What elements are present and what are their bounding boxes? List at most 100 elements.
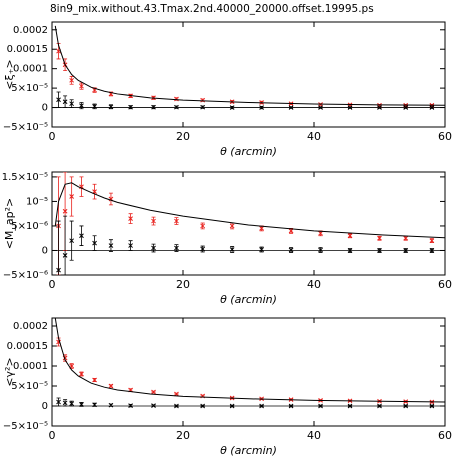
point xyxy=(128,216,133,221)
x-tick-label: 0 xyxy=(49,278,56,291)
y-tick-label: 5×10⁻⁶ xyxy=(11,221,48,232)
point xyxy=(56,399,61,405)
x-tick-label: 20 xyxy=(176,278,190,291)
y-tick-label: −5×10⁻⁶ xyxy=(3,270,48,281)
y-tick-label: 10⁻⁵ xyxy=(26,196,48,207)
point xyxy=(92,104,97,109)
x-tick-label: 0 xyxy=(49,130,56,143)
point xyxy=(259,105,264,110)
point xyxy=(174,218,179,224)
plot-frame xyxy=(51,171,446,276)
point xyxy=(229,247,235,252)
point xyxy=(108,243,114,248)
point xyxy=(229,403,235,409)
point xyxy=(56,267,61,273)
y-tick-label: 5×10⁻⁵ xyxy=(11,381,48,392)
point xyxy=(288,105,294,110)
point xyxy=(79,233,84,239)
point xyxy=(403,235,409,241)
x-tick-label: 40 xyxy=(307,130,321,143)
x-tick-label: 20 xyxy=(176,130,190,143)
y-tick-label: 0 xyxy=(42,401,48,412)
point xyxy=(429,248,435,253)
point xyxy=(69,101,75,107)
point xyxy=(200,223,206,229)
y-tick-label: 0 xyxy=(42,103,48,114)
y-axis-label: <ξ₊> xyxy=(3,59,16,89)
x-axis-label: θ (arcmin) xyxy=(220,145,277,158)
point xyxy=(174,245,179,251)
point xyxy=(403,403,409,409)
plot-area xyxy=(54,318,445,409)
point xyxy=(128,243,133,248)
y-tick-label: 0.0001 xyxy=(13,361,48,372)
point xyxy=(69,194,75,199)
point xyxy=(69,238,75,244)
point xyxy=(79,402,84,407)
point xyxy=(200,403,206,409)
x-tick-label: 60 xyxy=(438,130,452,143)
point xyxy=(92,402,97,408)
point xyxy=(259,226,264,231)
point xyxy=(429,105,435,110)
x-tick-label: 60 xyxy=(438,278,452,291)
point xyxy=(151,104,156,110)
y-axis-label: <M_ap²> xyxy=(3,198,16,250)
model-line xyxy=(54,318,445,403)
x-axis-label: θ (arcmin) xyxy=(220,293,277,306)
point xyxy=(347,403,353,409)
point xyxy=(403,248,409,253)
point xyxy=(108,104,114,110)
point xyxy=(62,208,68,214)
point xyxy=(347,233,353,239)
y-tick-label: 0 xyxy=(42,245,48,256)
point xyxy=(347,248,353,253)
plot-area xyxy=(54,172,445,275)
point xyxy=(174,96,179,102)
point xyxy=(151,245,156,251)
x-tick-label: 0 xyxy=(49,429,56,442)
point xyxy=(229,223,235,229)
point xyxy=(79,371,84,377)
y-tick-label: 5×10⁻⁵ xyxy=(11,83,48,94)
point xyxy=(174,403,179,409)
model-line xyxy=(54,182,445,239)
y-tick-label: 0.0002 xyxy=(13,321,48,332)
point xyxy=(200,104,206,110)
point xyxy=(259,247,264,252)
point xyxy=(62,253,68,258)
point xyxy=(79,83,84,89)
point xyxy=(108,402,114,408)
point xyxy=(288,403,294,409)
point xyxy=(108,383,114,389)
point xyxy=(128,104,133,110)
point xyxy=(288,247,294,253)
point xyxy=(151,403,156,408)
point xyxy=(79,103,84,108)
x-tick-label: 40 xyxy=(307,278,321,291)
point xyxy=(62,400,68,406)
x-tick-label: 60 xyxy=(438,429,452,442)
point xyxy=(174,104,179,110)
y-tick-label: 0.00015 xyxy=(7,44,48,55)
point xyxy=(62,99,68,105)
point xyxy=(200,97,206,103)
y-tick-label: 0.0001 xyxy=(13,64,48,75)
point xyxy=(403,105,409,110)
y-tick-label: 1.5×10⁻⁵ xyxy=(2,172,48,183)
y-axis-label: <γ²> xyxy=(3,357,16,386)
point xyxy=(377,105,382,110)
y-tick-label: 0.0002 xyxy=(13,25,48,36)
point xyxy=(377,235,382,241)
y-tick-label: −5×10⁻⁵ xyxy=(3,421,48,432)
point xyxy=(56,97,61,103)
point xyxy=(429,403,435,409)
plot-frame xyxy=(51,317,446,427)
point xyxy=(259,403,264,409)
point xyxy=(318,105,323,110)
point xyxy=(377,248,382,253)
x-tick-label: 40 xyxy=(307,429,321,442)
point xyxy=(429,238,435,244)
point xyxy=(288,228,294,234)
